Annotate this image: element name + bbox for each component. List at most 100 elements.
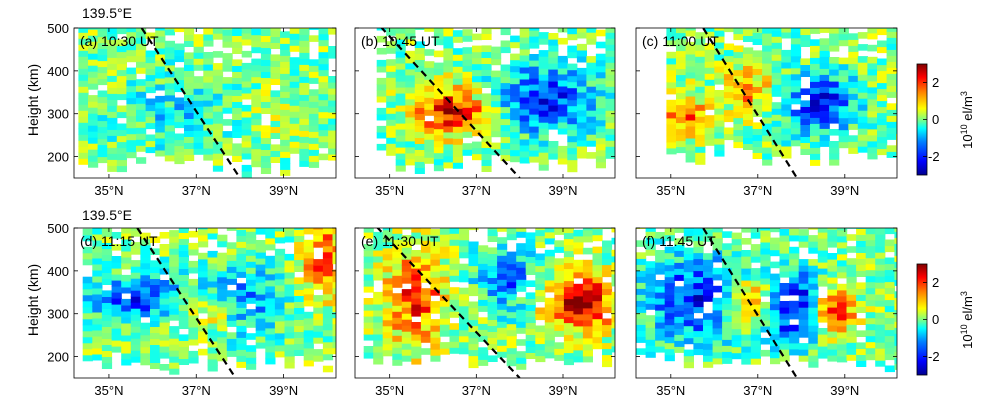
heatmap-cell <box>487 355 498 362</box>
heatmap-cell <box>771 126 782 133</box>
heatmap-cell <box>848 123 859 130</box>
heatmap-cell <box>313 235 324 242</box>
heatmap-cell <box>535 355 546 363</box>
heatmap-cell <box>130 228 141 231</box>
heatmap-cell <box>685 107 696 115</box>
heatmap-cell <box>328 106 336 113</box>
heatmap-cell <box>424 127 435 134</box>
heatmap-cell <box>395 105 406 112</box>
heatmap-cell <box>459 239 470 247</box>
heatmap-cell <box>439 324 450 331</box>
heatmap-cell <box>217 240 228 248</box>
heatmap-cell <box>586 32 597 39</box>
heatmap-cell <box>595 137 606 145</box>
heatmap-cell <box>318 87 329 95</box>
heatmap-cell <box>178 310 189 317</box>
heatmap-cell <box>586 122 597 129</box>
heatmap-cell <box>193 58 204 65</box>
heatmap-cell <box>752 152 763 159</box>
colorbar-bottom-tick-m2: -2 <box>928 349 940 364</box>
heatmap-cell <box>743 53 754 60</box>
heatmap-cell <box>433 116 444 124</box>
heatmap-cell <box>82 318 93 326</box>
heatmap-cell <box>265 303 276 311</box>
heatmap-cell <box>808 265 819 272</box>
heatmap-cell <box>856 300 867 307</box>
heatmap-cell <box>733 93 744 101</box>
heatmap-cell <box>894 279 897 286</box>
heatmap-cell <box>827 235 838 242</box>
heatmap-cell <box>420 234 431 241</box>
heatmap-cell <box>241 62 252 70</box>
heatmap-cell <box>82 300 93 308</box>
heatmap-cell <box>548 93 559 100</box>
heatmap-cell <box>506 251 517 259</box>
heatmap-cell <box>303 353 314 361</box>
heatmap-cell <box>184 124 195 131</box>
heatmap-cell <box>877 76 888 84</box>
heatmap-cell <box>222 41 233 48</box>
heatmap-cell <box>130 248 141 255</box>
heatmap-cell <box>130 350 141 357</box>
heatmap-cell <box>414 149 425 156</box>
heatmap-cell <box>294 319 305 326</box>
heatmap-cell <box>722 249 733 256</box>
heatmap-cell <box>781 67 792 75</box>
heatmap-cell <box>865 269 876 277</box>
heatmap-cell <box>857 32 868 39</box>
heatmap-cell <box>894 351 897 358</box>
heatmap-cell <box>487 337 498 344</box>
heatmap-cell <box>164 28 175 30</box>
heatmap-cell <box>615 134 625 141</box>
heatmap-cell <box>645 345 656 352</box>
heatmap-cell <box>145 62 156 70</box>
heatmap-cell <box>236 228 247 230</box>
heatmap-cell <box>217 306 228 314</box>
heatmap-cell <box>611 321 615 329</box>
heatmap-cell <box>838 135 849 143</box>
heatmap-cell <box>497 249 508 256</box>
heatmap-cell <box>487 247 498 254</box>
heatmap-cell <box>443 59 454 67</box>
heatmap-cell <box>222 95 233 102</box>
heatmap-cell <box>294 289 305 296</box>
heatmap-cell <box>602 270 613 278</box>
heatmap-cell <box>251 112 262 120</box>
heatmap-cell <box>846 342 857 349</box>
heatmap-cell <box>481 69 492 76</box>
heatmap-cell <box>178 286 189 293</box>
heatmap-cell <box>203 88 214 95</box>
heatmap-cell <box>875 342 886 349</box>
heatmap-cell <box>750 316 761 323</box>
heatmap-cell <box>516 303 527 310</box>
heatmap-cell <box>771 120 782 127</box>
heatmap-cell <box>270 42 281 49</box>
heatmap-cell <box>535 289 546 297</box>
heatmap-cell <box>126 127 137 135</box>
heatmap-cell <box>184 76 195 83</box>
heatmap-cell <box>260 35 272 42</box>
heatmap-cell <box>88 137 99 144</box>
heatmap-cell <box>865 251 876 259</box>
heatmap-cell <box>433 62 444 70</box>
heatmap-cell <box>884 281 895 289</box>
heatmap-cell <box>332 329 336 337</box>
heatmap-cell <box>538 32 549 39</box>
heatmap-cell <box>810 153 821 160</box>
heatmap-cell <box>510 137 521 145</box>
heatmap-cell <box>760 319 771 327</box>
heatmap-cell <box>867 110 878 118</box>
heatmap-cell <box>294 331 305 338</box>
heatmap-cell <box>212 153 224 160</box>
heatmap-cell <box>683 283 694 291</box>
heatmap-cell <box>452 48 463 55</box>
heatmap-cell <box>420 348 431 355</box>
heatmap-cell <box>203 100 214 107</box>
heatmap-cell <box>487 289 498 296</box>
heatmap-cell <box>875 354 886 361</box>
heatmap-cell <box>685 53 696 61</box>
heatmap-cell <box>284 349 295 357</box>
heatmap-cell <box>884 228 895 235</box>
heatmap-cell <box>395 117 406 124</box>
heatmap-cell <box>468 349 479 357</box>
